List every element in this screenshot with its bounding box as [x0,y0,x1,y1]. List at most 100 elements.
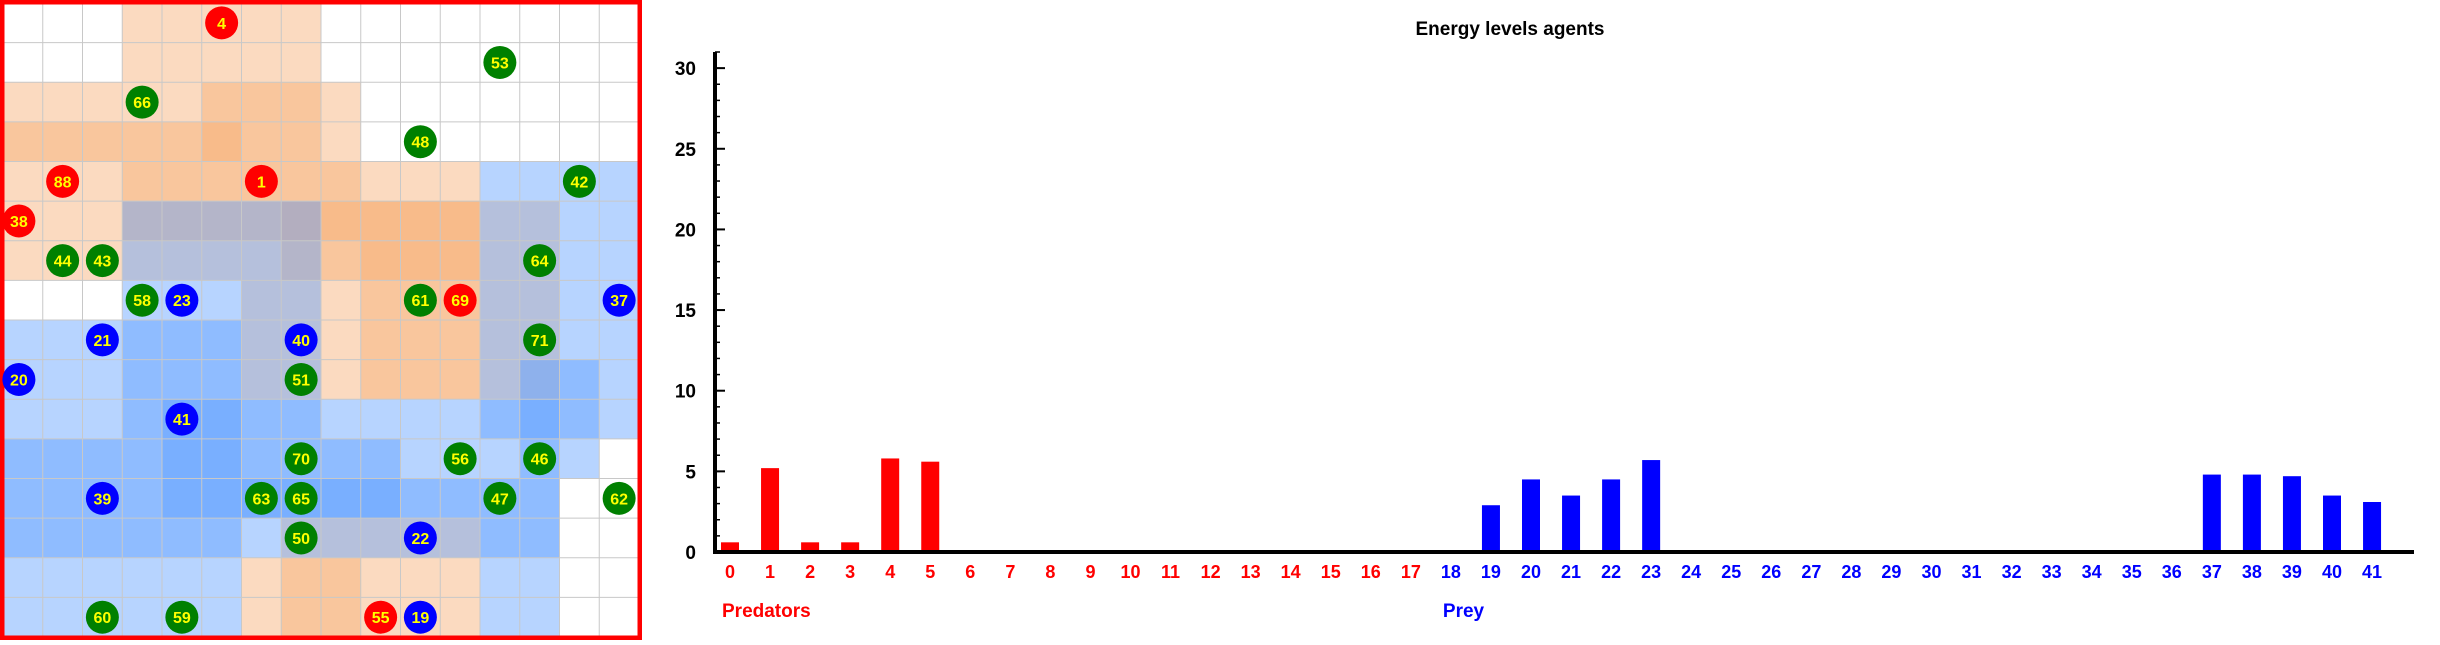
predator-agent-marker [2,204,36,238]
plant-agent-marker [602,481,636,515]
x-tick-label: 10 [1120,562,1140,582]
agent-id-label: 1 [257,174,266,191]
plant-agent-marker [284,521,318,555]
plant-agent[interactable]: 44 [46,244,80,278]
plant-agent[interactable]: 63 [244,481,278,515]
x-tick-label: 39 [2282,562,2302,582]
x-tick-label: 29 [1881,562,1901,582]
prey-agent-marker [165,402,199,436]
plant-agent-marker [523,442,557,476]
plant-agent-marker [165,600,199,634]
x-tick-label: 38 [2242,562,2262,582]
plant-agent[interactable]: 42 [562,164,596,198]
predator-agent[interactable]: 38 [2,204,36,238]
plant-agent[interactable]: 47 [483,481,517,515]
predator-agent[interactable]: 69 [443,283,477,317]
plant-agent[interactable]: 70 [284,442,318,476]
plant-agent[interactable]: 64 [523,244,557,278]
energy-bar [841,542,860,552]
x-tick-label: 5 [925,562,935,582]
y-tick-label: 10 [675,382,696,403]
plant-agent-marker [284,481,318,515]
x-tick-label: 11 [1161,562,1180,582]
y-tick-label: 0 [685,543,696,564]
predator-agent[interactable]: 1 [244,164,278,198]
prey-agent-marker [602,283,636,317]
agent-id-label: 53 [491,55,509,72]
x-tick-label: 35 [2122,562,2142,582]
x-tick-label: 21 [1561,562,1581,582]
prey-agent-marker [403,521,437,555]
agent-id-label: 37 [610,293,628,310]
agent-id-label: 56 [451,452,469,469]
agent-id-label: 69 [451,293,469,310]
prey-agent-marker [284,323,318,357]
group-label-prey: Prey [1443,601,1485,622]
energy-bar [761,468,780,552]
prey-agent[interactable]: 21 [85,323,119,357]
y-tick-label: 15 [675,301,697,322]
agent-id-label: 46 [531,452,549,469]
predator-agent[interactable]: 88 [46,164,80,198]
plant-agent[interactable]: 62 [602,481,636,515]
agent-id-label: 19 [411,610,429,627]
energy-bar [2282,476,2301,552]
plant-agent[interactable]: 58 [125,283,159,317]
prey-agent[interactable]: 23 [165,283,199,317]
plant-agent[interactable]: 48 [403,125,437,159]
x-tick-label: 32 [2002,562,2022,582]
x-tick-label: 6 [965,562,975,582]
plant-agent[interactable]: 61 [403,283,437,317]
prey-agent[interactable]: 37 [602,283,636,317]
x-tick-label: 1 [765,562,775,582]
agent-id-label: 66 [133,95,151,112]
plant-agent[interactable]: 50 [284,521,318,555]
agent-id-label: 70 [292,452,310,469]
prey-agent[interactable]: 22 [403,521,437,555]
prey-agent[interactable]: 41 [165,402,199,436]
x-tick-label: 40 [2322,562,2342,582]
agent-id-label: 63 [252,491,270,508]
plant-agent[interactable]: 66 [125,85,159,119]
prey-agent[interactable]: 40 [284,323,318,357]
prey-agent[interactable]: 19 [403,600,437,634]
x-tick-label: 27 [1801,562,1821,582]
x-tick-label: 0 [725,562,735,582]
prey-agent-marker [403,600,437,634]
agent-id-label: 59 [173,610,191,627]
plant-agent[interactable]: 60 [85,600,119,634]
predator-agent[interactable]: 55 [364,600,398,634]
energy-bar [1481,505,1500,552]
agent-id-label: 55 [372,610,390,627]
x-tick-label: 14 [1281,562,1301,582]
plant-agent[interactable]: 43 [85,244,119,278]
agent-id-label: 62 [610,491,628,508]
agent-id-label: 44 [54,254,72,271]
predator-agent[interactable]: 4 [205,6,239,40]
plant-agent-marker [85,600,119,634]
agent-id-label: 64 [531,254,549,271]
x-tick-label: 20 [1521,562,1541,582]
plant-agent-marker [46,244,80,278]
agent-id-label: 22 [411,531,429,548]
plant-agent[interactable]: 56 [443,442,477,476]
agent-id-label: 41 [173,412,191,429]
energy-bar [2202,474,2221,552]
x-tick-label: 18 [1441,562,1461,582]
prey-agent-marker [2,362,36,396]
energy-bar [2363,502,2382,552]
energy-bar [721,542,739,552]
prey-agent[interactable]: 39 [85,481,119,515]
prey-agent[interactable]: 20 [2,362,36,396]
x-tick-label: 37 [2202,562,2222,582]
plant-agent[interactable]: 59 [165,600,199,634]
plant-agent[interactable]: 65 [284,481,318,515]
plant-agent[interactable]: 53 [483,45,517,79]
x-tick-label: 30 [1921,562,1941,582]
agent-id-label: 39 [93,491,111,508]
plant-agent[interactable]: 71 [523,323,557,357]
plant-agent[interactable]: 46 [523,442,557,476]
plant-agent[interactable]: 51 [284,362,318,396]
y-tick-label: 20 [675,220,696,241]
predator-agent-marker [244,164,278,198]
